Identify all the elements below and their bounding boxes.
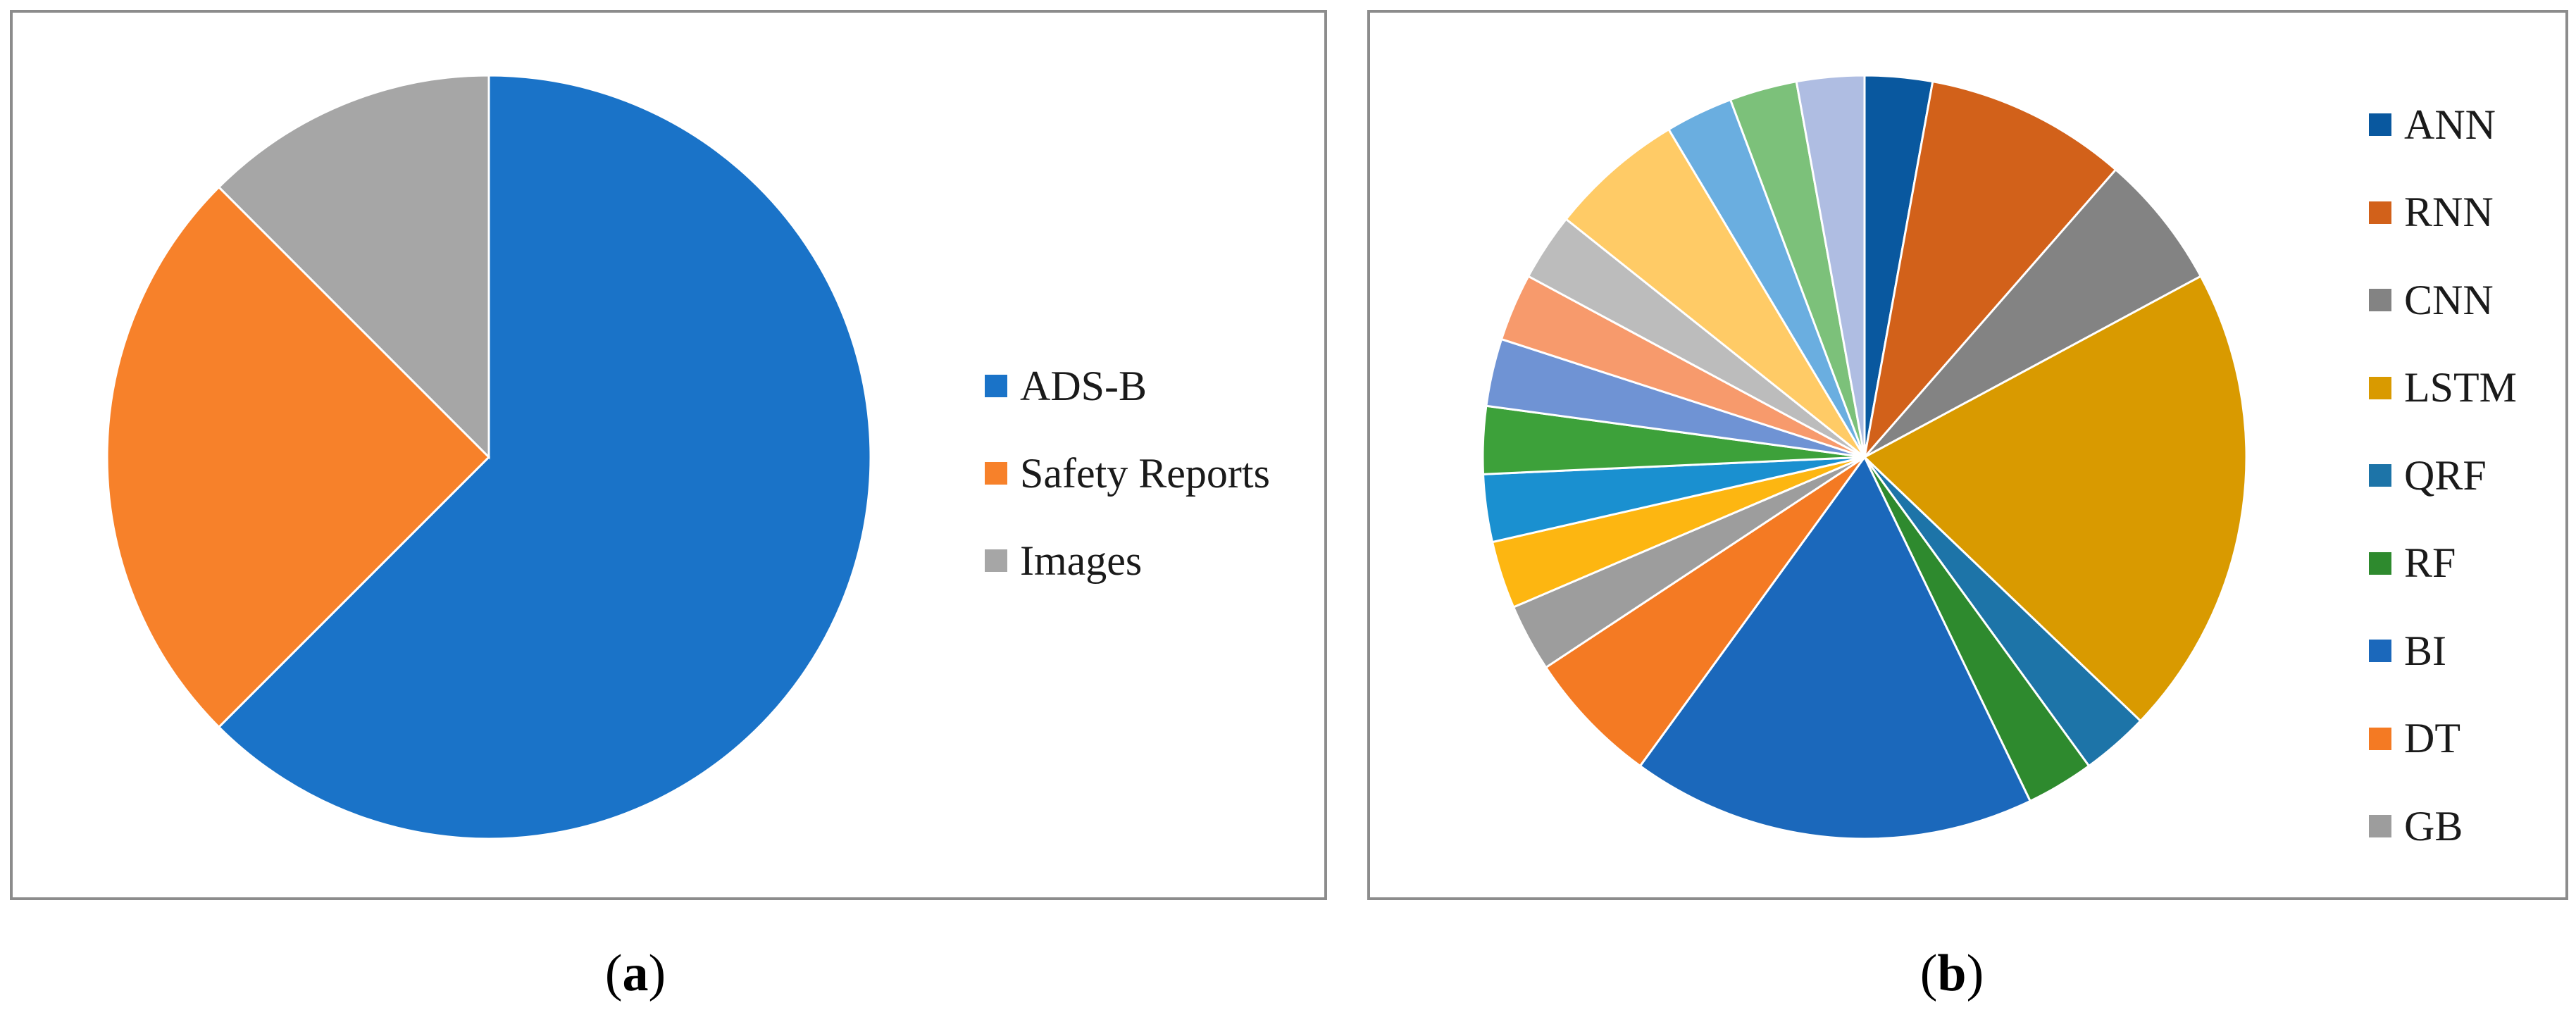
- legend-item-0-0: ADS-B: [985, 342, 1270, 430]
- pie-slice-1-3: [1862, 275, 2248, 723]
- pie-slice-1-2: [1863, 168, 2203, 459]
- pie-chart-a: [106, 74, 872, 840]
- legend-label: Images: [1020, 537, 1143, 584]
- pie-slice-1-15: [1564, 127, 1866, 459]
- pie-slice-0-1: [106, 185, 491, 729]
- chart-panel-b: ANN RNN CNN LSTM QRF RF BI DT GB: [1367, 10, 2568, 900]
- pie-slice-0-0: [217, 74, 872, 840]
- legend-label: BI: [2404, 627, 2446, 674]
- legend-label: Safety Reports: [1020, 449, 1270, 497]
- legend-swatch: [2369, 289, 2391, 312]
- legend-item-1-6: BI: [2369, 607, 2517, 695]
- legend-item-1-7: DT: [2369, 695, 2517, 783]
- legend-item-0-2: Images: [985, 517, 1270, 604]
- legend-swatch: [2369, 464, 2391, 487]
- pie-slice-1-18: [1795, 74, 1866, 458]
- legend-item-1-1: RNN: [2369, 169, 2517, 257]
- legend-swatch: [2369, 727, 2391, 750]
- chart-panel-a: ADS-B Safety Reports Images: [10, 10, 1327, 900]
- legend-label: DT: [2404, 715, 2460, 762]
- legend-label: QRF: [2404, 451, 2487, 499]
- legend-swatch: [985, 549, 1007, 572]
- legend-swatch: [2369, 640, 2391, 663]
- legend-label: GB: [2404, 802, 2463, 849]
- legend-item-1-8: GB: [2369, 783, 2517, 871]
- legend-item-1-3: LSTM: [2369, 344, 2517, 432]
- pie-slice-1-7: [1544, 456, 1866, 768]
- legend-label: RNN: [2404, 189, 2494, 236]
- legend-a: ADS-B Safety Reports Images: [985, 342, 1270, 604]
- legend-label: ADS-B: [1020, 362, 1147, 409]
- pie-slice-1-1: [1862, 80, 2117, 461]
- caption-b: (b): [1919, 945, 1984, 1002]
- legend-item-1-2: CNN: [2369, 256, 2517, 344]
- legend-item-1-4: QRF: [2369, 432, 2517, 520]
- pie-slice-0-2: [217, 74, 490, 460]
- caption-b-letter: b: [1937, 945, 1967, 1002]
- pie-chart-b: [1481, 74, 2248, 840]
- legend-item-1-0: ANN: [2369, 81, 2517, 169]
- pie-slice-1-6: [1638, 455, 2032, 840]
- legend-b: ANN RNN CNN LSTM QRF RF BI DT GB: [2369, 81, 2517, 871]
- caption-a-letter: a: [622, 945, 649, 1002]
- legend-label: RF: [2404, 540, 2456, 587]
- caption-a: (a): [604, 945, 666, 1002]
- legend-swatch: [2369, 113, 2391, 137]
- legend-label: LSTM: [2404, 364, 2518, 411]
- legend-swatch: [985, 462, 1007, 485]
- legend-swatch: [2369, 201, 2391, 224]
- legend-item-0-1: Safety Reports: [985, 430, 1270, 517]
- legend-swatch: [2369, 376, 2391, 399]
- legend-label: CNN: [2404, 276, 2494, 323]
- legend-label: ANN: [2404, 101, 2496, 148]
- legend-swatch: [2369, 551, 2391, 575]
- legend-item-1-5: RF: [2369, 520, 2517, 608]
- legend-swatch: [985, 375, 1007, 397]
- legend-swatch: [2369, 815, 2391, 838]
